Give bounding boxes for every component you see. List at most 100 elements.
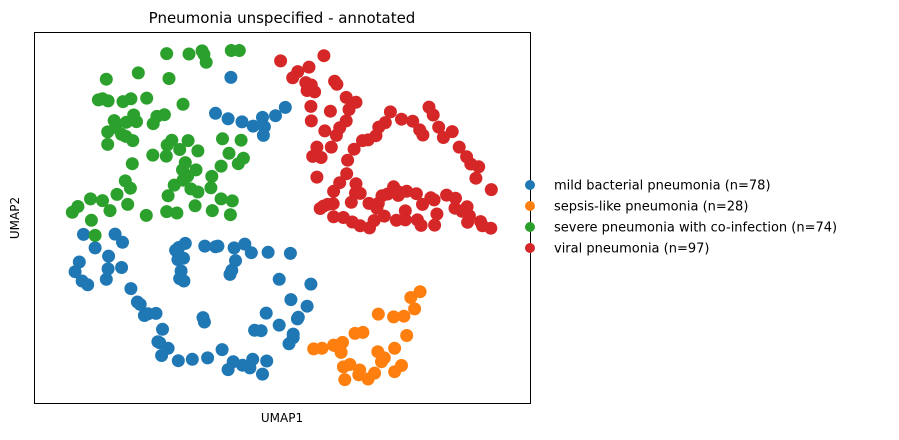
data-point-series-1-0: [404, 291, 418, 304]
data-point-series-3-7: [286, 71, 300, 85]
data-point-series-2-46: [205, 204, 219, 218]
data-point-series-1-5: [371, 307, 385, 321]
points-layer: [65, 44, 498, 387]
data-point-series-2-64: [96, 194, 109, 208]
data-point-series-0-68: [185, 352, 199, 366]
y-axis-label: UMAP2: [8, 197, 22, 239]
data-point-series-1-1: [413, 285, 427, 299]
data-point-series-1-4: [387, 310, 401, 324]
data-point-series-2-7: [99, 72, 113, 86]
data-point-series-3-25: [310, 170, 324, 184]
data-point-series-0-48: [284, 293, 298, 307]
data-point-series-3-44: [427, 193, 441, 207]
legend-label-1: sepsis-like pneumonia (n=28): [554, 200, 748, 215]
data-point-series-2-15: [140, 91, 154, 105]
data-point-series-0-7: [256, 128, 270, 142]
data-point-series-0-11: [88, 241, 102, 255]
data-point-series-3-58: [410, 213, 424, 227]
data-point-series-2-18: [157, 108, 171, 122]
data-point-series-3-73: [313, 202, 327, 215]
data-point-series-0-46: [283, 246, 297, 260]
data-point-series-0-61: [256, 367, 269, 381]
data-point-series-3-54: [448, 201, 462, 215]
data-point-series-2-25: [173, 143, 187, 156]
data-point-series-2-0: [160, 47, 174, 61]
data-point-series-0-16: [102, 249, 116, 263]
data-point-series-2-48: [170, 206, 184, 220]
data-point-series-0-77: [215, 343, 229, 357]
data-point-series-0-24: [130, 295, 144, 309]
data-point-series-2-47: [188, 199, 202, 213]
data-point-series-2-6: [232, 44, 246, 57]
data-point-series-1-24: [388, 341, 402, 355]
data-point-series-0-2: [221, 112, 235, 126]
data-point-series-2-37: [214, 159, 228, 173]
data-point-series-3-96: [484, 183, 498, 197]
data-point-series-0-1: [209, 106, 222, 120]
data-point-series-2-67: [65, 205, 79, 219]
data-point-series-2-63: [110, 187, 124, 201]
data-point-series-2-53: [101, 125, 115, 139]
data-point-series-3-80: [378, 116, 392, 130]
legend: mild bacterial pneumonia (n=78) sepsis-li…: [525, 179, 837, 257]
data-point-series-0-62: [260, 354, 274, 368]
data-point-series-2-12: [101, 94, 115, 108]
data-point-series-3-52: [474, 215, 488, 229]
plot-frame: [34, 32, 531, 404]
data-point-series-3-0: [274, 54, 288, 68]
legend-label-2: severe pneumonia with co-infection (n=74…: [554, 221, 837, 236]
data-point-series-0-72: [156, 322, 169, 336]
data-point-series-3-94: [472, 160, 486, 174]
data-point-series-3-40: [400, 184, 414, 198]
data-point-series-3-56: [428, 218, 442, 232]
legend-marker-0: [525, 180, 535, 190]
data-point-series-3-27: [340, 167, 354, 181]
data-point-series-2-62: [123, 181, 137, 195]
data-point-series-2-9: [162, 72, 176, 85]
data-point-series-0-10: [77, 227, 90, 241]
data-point-series-3-53: [462, 209, 476, 223]
data-point-series-0-21: [115, 261, 129, 274]
data-point-series-2-23: [146, 148, 160, 162]
data-point-series-0-9: [278, 100, 292, 114]
data-point-series-1-23: [375, 355, 388, 369]
legend-marker-2: [525, 222, 535, 232]
data-point-series-3-11: [330, 77, 344, 91]
legend-label-0: mild bacterial pneumonia (n=78): [554, 179, 771, 194]
data-point-series-0-74: [161, 341, 175, 355]
data-point-series-2-70: [103, 204, 117, 218]
data-point-series-3-5: [304, 99, 318, 113]
legend-label-3: viral pneumonia (n=97): [554, 242, 709, 257]
data-point-series-3-87: [422, 100, 436, 114]
data-point-series-3-88: [432, 120, 446, 134]
data-point-series-2-24: [159, 149, 173, 163]
data-point-series-3-24: [306, 149, 320, 163]
data-point-series-3-69: [327, 210, 341, 224]
data-point-series-1-3: [397, 309, 411, 323]
legend-marker-1: [525, 201, 535, 211]
data-point-series-0-59: [254, 324, 268, 338]
data-point-series-0-15: [81, 278, 95, 292]
data-point-series-1-11: [307, 342, 321, 356]
data-point-series-0-67: [201, 351, 215, 365]
data-point-series-0-32: [178, 236, 192, 250]
data-point-series-0-12: [72, 255, 86, 269]
data-point-series-0-66: [221, 363, 235, 377]
data-point-series-2-73: [161, 189, 175, 203]
data-point-series-2-11: [91, 93, 105, 107]
data-point-series-3-12: [339, 90, 353, 104]
data-point-series-2-40: [234, 133, 248, 147]
data-point-series-2-4: [197, 47, 211, 61]
data-point-series-0-35: [177, 274, 191, 288]
data-point-series-2-22: [160, 138, 174, 152]
data-point-series-0-18: [99, 272, 113, 286]
data-point-series-2-71: [121, 197, 135, 211]
data-point-series-0-8: [269, 109, 282, 123]
chart-title: Pneumonia unspecified - annotated: [149, 9, 416, 27]
data-point-series-2-49: [160, 205, 174, 219]
data-point-series-0-73: [151, 335, 165, 349]
data-point-series-2-42: [231, 157, 245, 171]
data-point-series-2-69: [88, 228, 102, 242]
